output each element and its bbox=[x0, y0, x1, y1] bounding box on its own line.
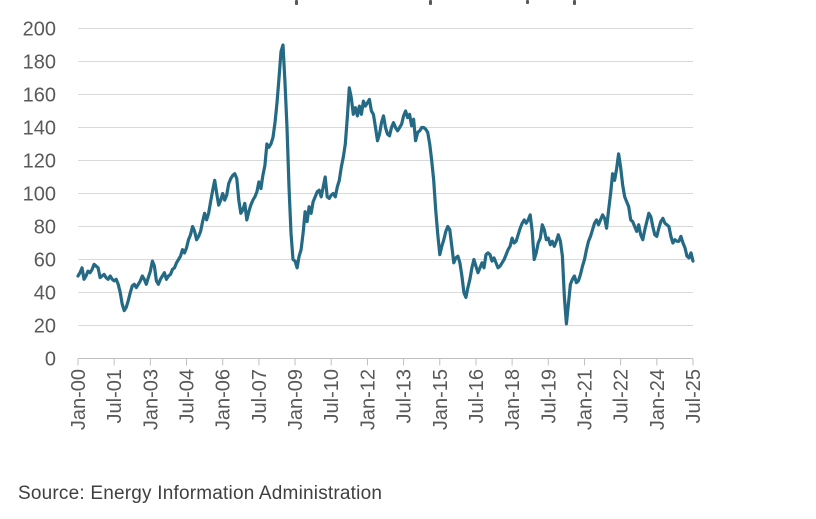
cropped-title-fragment bbox=[295, 0, 298, 5]
y-axis-tick-label: 80 bbox=[34, 217, 56, 239]
x-axis-tick-label: Jul-25 bbox=[683, 369, 705, 423]
x-axis-tick-label: Jul-13 bbox=[394, 369, 416, 423]
source-note: Source: Energy Information Administratio… bbox=[18, 483, 383, 504]
cropped-title-fragment bbox=[526, 0, 529, 4]
x-axis-tick-label: Jan-15 bbox=[430, 369, 452, 430]
line-chart-canvas: 0 20 40 60 80 100 120 140 160 180 200 Jan-00 Jul-01 J… bbox=[23, 19, 705, 431]
y-axis-tick-label: 60 bbox=[34, 250, 56, 272]
cropped-title-fragment bbox=[429, 0, 432, 5]
y-axis-tick-label: 180 bbox=[23, 52, 56, 74]
x-axis-tick-label: Jul-22 bbox=[611, 369, 633, 423]
x-axis-tick-label: Jan-24 bbox=[647, 369, 669, 430]
x-axis-tick-label: Jan-09 bbox=[285, 369, 307, 430]
x-axis-tick-label: Jan-06 bbox=[213, 369, 235, 430]
x-axis-tick-label: Jul-04 bbox=[177, 369, 199, 423]
x-axis-tick-label: Jan-21 bbox=[575, 369, 597, 430]
x-axis-tick-label: Jul-01 bbox=[104, 369, 126, 423]
x-axis-tick-label: Jan-03 bbox=[140, 369, 162, 430]
y-axis-tick-label: 100 bbox=[23, 184, 56, 206]
y-axis-tick-label: 0 bbox=[45, 349, 56, 371]
x-axis-tick-label: Jul-19 bbox=[538, 369, 560, 423]
x-axis-tick-label: Jan-12 bbox=[357, 369, 379, 430]
y-axis-tick-label: 120 bbox=[23, 151, 56, 173]
x-axis-tick-label: Jan-00 bbox=[68, 369, 90, 430]
y-axis-tick-label: 20 bbox=[34, 316, 56, 338]
price-line bbox=[76, 43, 695, 326]
y-axis-tick-label: 160 bbox=[23, 85, 56, 107]
x-axis-tick-label: Jul-10 bbox=[321, 369, 343, 423]
cropped-title-fragment bbox=[573, 0, 576, 5]
y-axis-tick-label: 40 bbox=[34, 283, 56, 305]
x-axis-tick-label: Jul-16 bbox=[466, 369, 488, 423]
y-axis-tick-label: 140 bbox=[23, 118, 56, 140]
y-axis-tick-label: 200 bbox=[23, 19, 56, 41]
x-axis-tick-label: Jul-07 bbox=[249, 369, 271, 423]
x-axis-tick-label: Jan-18 bbox=[502, 369, 524, 430]
